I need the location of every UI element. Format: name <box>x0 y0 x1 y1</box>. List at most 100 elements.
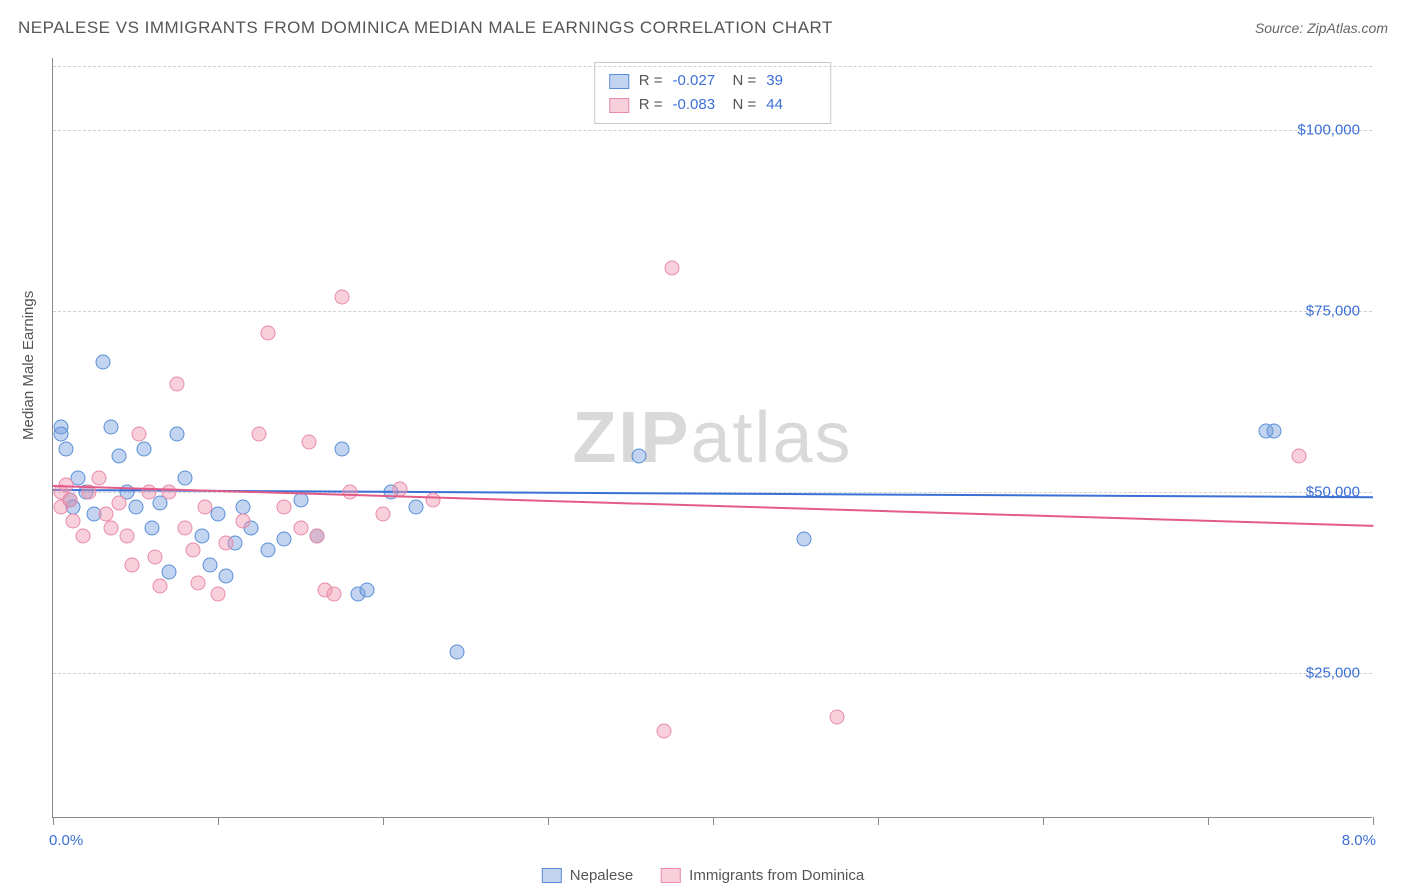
scatter-point <box>161 564 176 579</box>
y-tick-label: $25,000 <box>1306 665 1360 682</box>
scatter-point <box>128 499 143 514</box>
scatter-point <box>1291 449 1306 464</box>
n-label-0: N = <box>733 69 757 93</box>
legend-swatch-0 <box>609 74 629 89</box>
scatter-point <box>260 326 275 341</box>
scatter-point <box>326 586 341 601</box>
stats-row-1: R = -0.083 N = 44 <box>609 93 817 117</box>
legend-swatch-nepalese <box>542 868 562 883</box>
scatter-point <box>186 543 201 558</box>
scatter-point <box>112 449 127 464</box>
x-tick <box>1208 817 1209 825</box>
scatter-point <box>148 550 163 565</box>
watermark-bold: ZIP <box>572 398 690 478</box>
scatter-point <box>65 514 80 529</box>
x-tick <box>713 817 714 825</box>
y-axis-label: Median Male Earnings <box>20 291 37 440</box>
scatter-point <box>409 499 424 514</box>
x-end-label: 8.0% <box>1342 832 1376 849</box>
scatter-point <box>359 583 374 598</box>
scatter-point <box>136 441 151 456</box>
n-value-0: 39 <box>766 69 816 93</box>
watermark-light: atlas <box>690 398 852 478</box>
scatter-point <box>120 528 135 543</box>
stats-row-0: R = -0.027 N = 39 <box>609 69 817 93</box>
scatter-point <box>1267 423 1282 438</box>
x-tick <box>1043 817 1044 825</box>
scatter-point <box>131 427 146 442</box>
scatter-point <box>178 521 193 536</box>
scatter-point <box>219 535 234 550</box>
scatter-point <box>211 586 226 601</box>
scatter-point <box>631 449 646 464</box>
scatter-point <box>59 441 74 456</box>
y-tick-label: $75,000 <box>1306 303 1360 320</box>
scatter-point <box>450 644 465 659</box>
scatter-point <box>54 427 69 442</box>
scatter-point <box>376 507 391 522</box>
r-label-0: R = <box>639 69 663 93</box>
scatter-point <box>178 470 193 485</box>
scatter-point <box>112 496 127 511</box>
scatter-point <box>656 724 671 739</box>
stats-legend: R = -0.027 N = 39 R = -0.083 N = 44 <box>594 62 832 124</box>
n-value-1: 44 <box>766 93 816 117</box>
grid-line <box>53 66 1372 67</box>
scatter-point <box>92 470 107 485</box>
scatter-point <box>98 507 113 522</box>
scatter-point <box>153 579 168 594</box>
scatter-point <box>425 492 440 507</box>
legend-label-1: Immigrants from Dominica <box>689 867 864 884</box>
scatter-point <box>169 376 184 391</box>
legend-item-1: Immigrants from Dominica <box>661 867 864 884</box>
scatter-point <box>161 485 176 500</box>
grid-line <box>53 673 1372 674</box>
x-tick <box>218 817 219 825</box>
scatter-point <box>310 528 325 543</box>
plot-area: ZIPatlas R = -0.027 N = 39 R = -0.083 N … <box>52 58 1372 818</box>
scatter-point <box>343 485 358 500</box>
y-tick-label: $50,000 <box>1306 484 1360 501</box>
scatter-point <box>191 575 206 590</box>
x-tick <box>548 817 549 825</box>
x-start-label: 0.0% <box>49 832 83 849</box>
scatter-point <box>235 514 250 529</box>
scatter-point <box>301 434 316 449</box>
scatter-point <box>62 492 77 507</box>
scatter-point <box>95 355 110 370</box>
scatter-point <box>796 532 811 547</box>
n-label-1: N = <box>733 93 757 117</box>
watermark: ZIPatlas <box>572 397 852 479</box>
scatter-point <box>664 260 679 275</box>
bottom-legend: Nepalese Immigrants from Dominica <box>542 867 864 884</box>
scatter-point <box>202 557 217 572</box>
scatter-point <box>125 557 140 572</box>
grid-line <box>53 130 1372 131</box>
scatter-point <box>260 543 275 558</box>
legend-swatch-dominica <box>661 868 681 883</box>
scatter-point <box>235 499 250 514</box>
r-label-1: R = <box>639 93 663 117</box>
scatter-point <box>829 709 844 724</box>
scatter-point <box>145 521 160 536</box>
legend-swatch-1 <box>609 98 629 113</box>
scatter-point <box>211 507 226 522</box>
x-tick <box>53 817 54 825</box>
scatter-point <box>252 427 267 442</box>
scatter-point <box>277 499 292 514</box>
scatter-point <box>392 481 407 496</box>
grid-line <box>53 311 1372 312</box>
x-tick <box>383 817 384 825</box>
legend-label-0: Nepalese <box>570 867 633 884</box>
scatter-point <box>334 289 349 304</box>
scatter-point <box>277 532 292 547</box>
scatter-point <box>103 420 118 435</box>
scatter-point <box>194 528 209 543</box>
scatter-point <box>293 521 308 536</box>
legend-item-0: Nepalese <box>542 867 633 884</box>
scatter-point <box>169 427 184 442</box>
scatter-point <box>103 521 118 536</box>
scatter-point <box>334 441 349 456</box>
x-tick <box>878 817 879 825</box>
scatter-point <box>219 568 234 583</box>
